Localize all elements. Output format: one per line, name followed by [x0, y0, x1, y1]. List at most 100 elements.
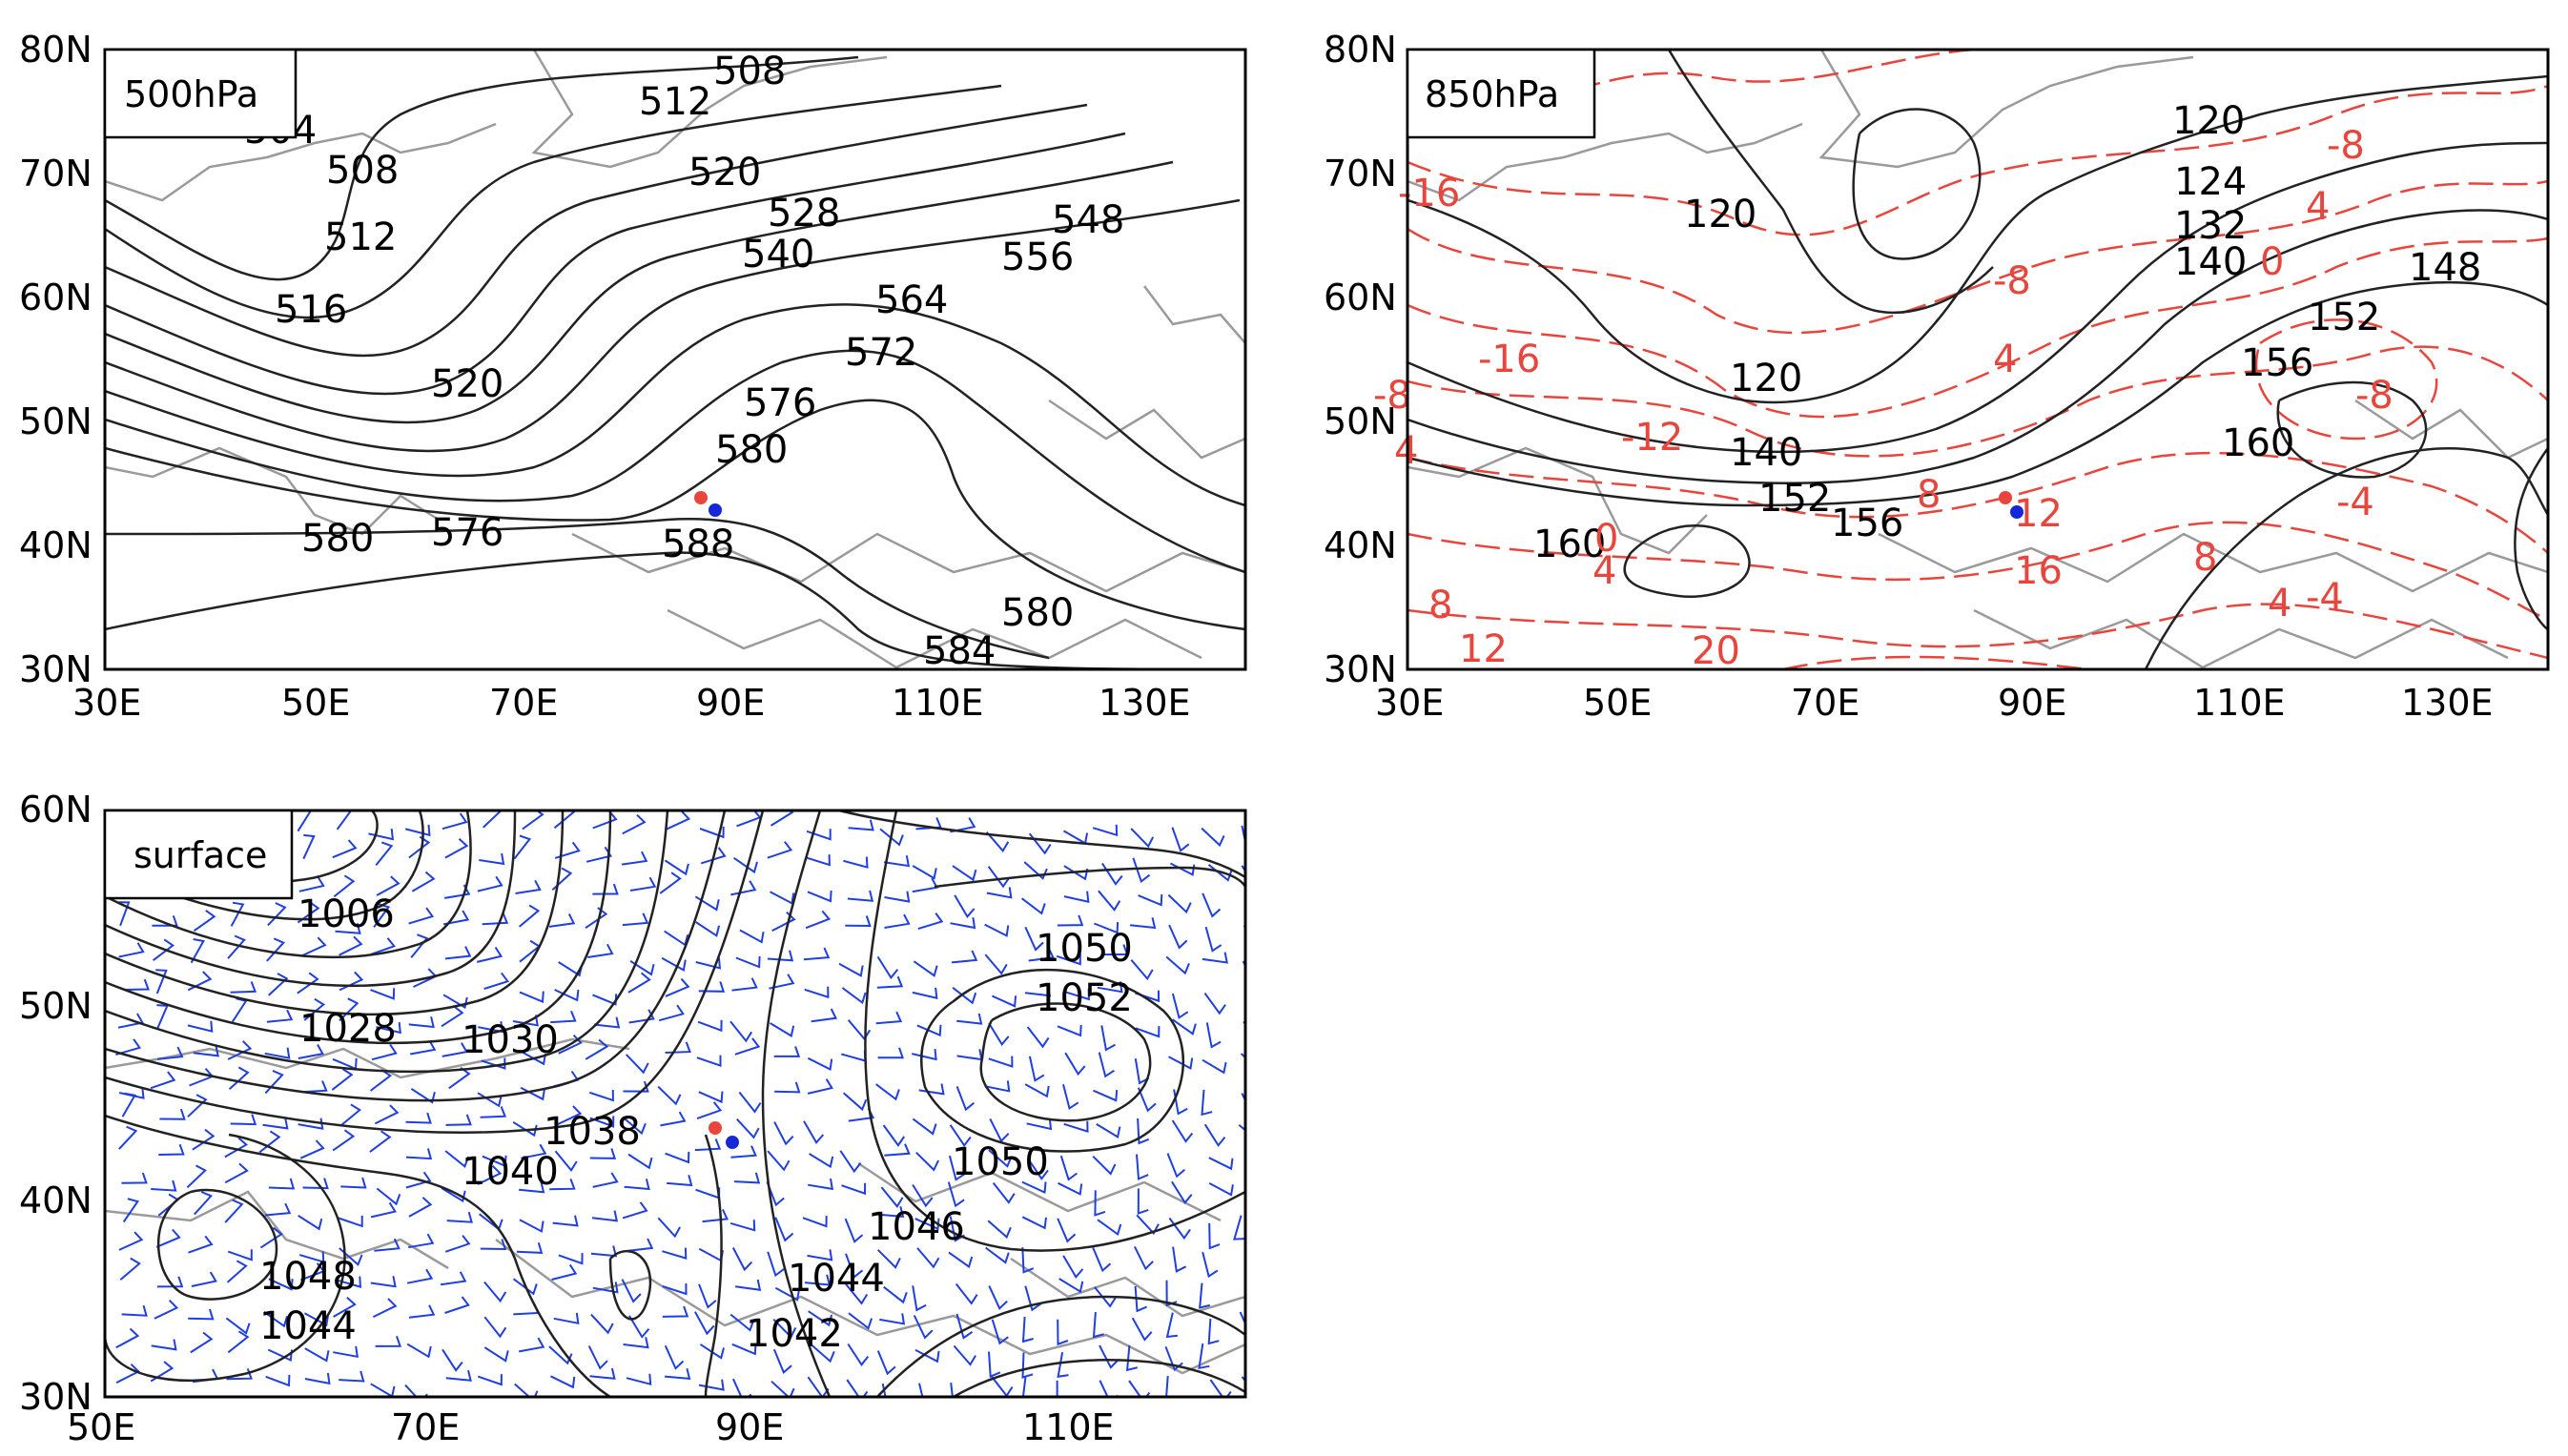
wind-barb — [303, 997, 326, 1021]
wind-barb — [406, 1268, 434, 1284]
x-tick-label: 50E — [1583, 682, 1652, 724]
wind-barb — [622, 1116, 647, 1136]
wind-barb — [408, 907, 435, 925]
wind-barb — [729, 1020, 753, 1043]
wind-barb — [769, 974, 795, 990]
wind-barb — [154, 1300, 179, 1320]
wind-barb — [624, 1179, 650, 1191]
panel-title: 500hPa — [124, 73, 258, 115]
height-label: 124 — [2174, 160, 2247, 204]
pressure-label: 1044 — [259, 1304, 357, 1348]
wind-barb — [1136, 1214, 1160, 1236]
wind-barb — [807, 890, 832, 903]
wind-barb — [481, 1057, 506, 1070]
height-label: 140 — [2174, 240, 2247, 284]
wind-barb — [845, 1253, 864, 1279]
wind-barb — [375, 841, 394, 867]
wind-barb — [224, 1199, 244, 1223]
y-tick-label: 60N — [1324, 277, 1397, 318]
x-tick-label: 50E — [281, 682, 350, 724]
contour-label: 584 — [923, 629, 996, 673]
wind-barb — [1239, 1311, 1245, 1326]
wind-barb — [155, 969, 168, 995]
country-border — [1878, 532, 2548, 593]
temperature-label: 16 — [2014, 549, 2063, 593]
wind-barb — [984, 1080, 1011, 1093]
wind-barb — [519, 1337, 545, 1353]
country-border — [667, 608, 1202, 669]
wind-barb — [1094, 1190, 1106, 1217]
temperature-label: 8 — [2193, 536, 2217, 580]
y-tick-label: 40N — [19, 1179, 92, 1221]
wind-barb — [552, 1215, 579, 1227]
wind-barb — [1202, 952, 1228, 964]
wind-barb — [808, 1310, 833, 1327]
wind-barb — [194, 1191, 213, 1216]
wind-barb — [370, 937, 396, 955]
wind-barb — [404, 1384, 428, 1397]
map-border — [103, 809, 1247, 1399]
wind-barb — [664, 1344, 685, 1370]
wind-barb — [881, 1383, 887, 1397]
coastline — [105, 1037, 630, 1079]
wind-barb — [408, 1233, 435, 1249]
x-tick-label: 70E — [489, 682, 558, 724]
wind-barb — [519, 1181, 545, 1194]
height-label: 160 — [1533, 523, 1606, 566]
wind-barb — [1023, 861, 1048, 880]
wind-barb — [884, 913, 911, 929]
wind-barb — [1130, 959, 1154, 981]
wind-barb — [811, 1008, 838, 1023]
wind-barb — [588, 1089, 614, 1102]
wind-barb — [767, 1251, 785, 1278]
wind-barb — [518, 904, 541, 928]
contour-label: 512 — [324, 215, 397, 259]
wind-barb — [227, 934, 246, 959]
wind-barb — [1168, 1056, 1194, 1070]
contour-label: 512 — [639, 80, 711, 124]
wind-barb — [915, 1151, 939, 1172]
wind-barb — [884, 891, 911, 903]
panel-title: surface — [134, 834, 267, 876]
wind-barb — [879, 828, 904, 847]
wind-barb — [553, 810, 576, 830]
wind-barb — [1208, 1157, 1234, 1171]
wind-barb — [695, 957, 722, 970]
contour-label: 580 — [301, 517, 374, 561]
wind-barb — [1026, 1158, 1049, 1180]
wind-barb — [1057, 1024, 1082, 1037]
wind-barb — [700, 847, 727, 865]
wind-barb — [878, 1205, 905, 1219]
wind-barb — [696, 1055, 722, 1067]
wind-barb — [846, 1379, 869, 1397]
wind-barb — [1198, 1343, 1210, 1370]
wind-barb — [774, 1081, 801, 1094]
wind-barb — [1092, 1247, 1112, 1273]
wind-barb — [662, 1247, 688, 1260]
wind-barb — [773, 1121, 794, 1146]
wind-barb — [1165, 1376, 1169, 1397]
wind-barb — [1064, 988, 1090, 1001]
wind-barb — [1093, 1089, 1119, 1102]
wind-barb — [406, 1343, 432, 1359]
wind-barb — [621, 851, 648, 866]
wind-barb — [151, 1339, 177, 1351]
wind-barb — [848, 819, 874, 831]
wind-barb — [519, 1219, 544, 1233]
contour-label: 528 — [768, 192, 840, 236]
wind-barb — [805, 854, 831, 867]
wind-barb — [1246, 1248, 1261, 1272]
wind-barb — [227, 1040, 253, 1060]
wind-barb — [155, 1228, 181, 1248]
wind-barb — [699, 1343, 725, 1360]
title-box — [1406, 48, 1596, 139]
wind-barb — [811, 1343, 835, 1364]
title-box — [103, 809, 294, 900]
wind-barb — [770, 1380, 795, 1397]
wind-barb — [767, 1150, 791, 1172]
wind-barb — [264, 1202, 292, 1217]
wind-barb — [1171, 1119, 1194, 1143]
wind-barb — [298, 1251, 325, 1263]
wind-barb — [699, 826, 725, 839]
wind-barb — [772, 1348, 792, 1374]
